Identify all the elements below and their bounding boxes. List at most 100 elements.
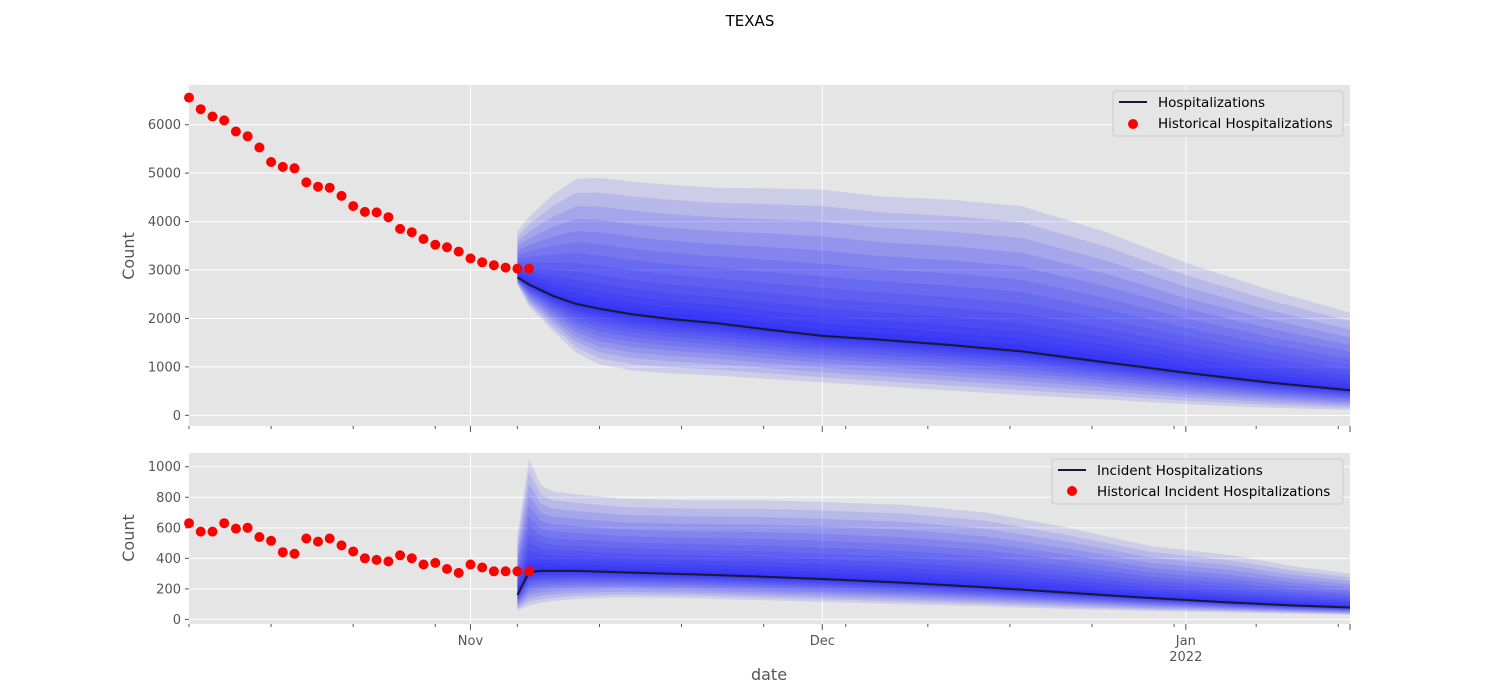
historical-point — [371, 554, 382, 565]
historical-point — [254, 142, 265, 153]
historical-point — [195, 104, 206, 115]
forecast-band — [517, 495, 1350, 613]
y-tick-label: 800 — [156, 491, 181, 506]
historical-point — [336, 540, 347, 551]
forecast-median-line — [516, 569, 1351, 609]
historical-points — [184, 518, 535, 578]
historical-point — [359, 206, 370, 217]
historical-point — [324, 182, 335, 193]
historical-point — [242, 522, 253, 533]
historical-point — [477, 562, 488, 573]
historical-point — [488, 566, 499, 577]
forecast-band — [517, 268, 1350, 394]
legend-entry: Historical Incident Hospitalizations — [1097, 484, 1330, 500]
legend-entry: Incident Hospitalizations — [1097, 463, 1263, 479]
historical-point — [301, 177, 312, 188]
x-ticks — [188, 426, 1351, 432]
forecast-band — [517, 556, 1350, 609]
forecast-band — [517, 192, 1350, 408]
historical-point — [430, 557, 441, 568]
y-tick-label: 0 — [173, 613, 181, 628]
y-tick-label: 2000 — [148, 312, 181, 327]
legend-entry: Hospitalizations — [1158, 95, 1265, 111]
historical-point — [383, 212, 394, 223]
historical-point — [348, 546, 359, 557]
legend-entry: Historical Hospitalizations — [1158, 116, 1333, 132]
historical-point — [242, 131, 253, 142]
forecast-band — [517, 231, 1350, 402]
historical-point — [313, 181, 323, 192]
historical-point — [418, 559, 429, 570]
forecast-band — [517, 275, 1350, 391]
historical-point — [406, 553, 417, 564]
x-tick-label: Jan — [1175, 634, 1196, 649]
historical-point — [406, 227, 417, 238]
x-tick-label: Nov — [458, 634, 484, 649]
historical-point — [266, 535, 277, 546]
historical-point — [395, 550, 406, 561]
historical-point — [359, 553, 370, 564]
forecast-median-line — [516, 276, 1351, 392]
y-tick-label: 600 — [156, 521, 181, 536]
y-tick-label: 6000 — [148, 118, 181, 133]
x-tick-sublabel: 2022 — [1169, 650, 1202, 665]
historical-point — [219, 115, 230, 126]
forecast-band — [517, 273, 1350, 392]
historical-point — [230, 523, 241, 534]
historical-point — [453, 567, 464, 578]
x-tick-label: Dec — [810, 634, 835, 649]
forecast-band — [517, 471, 1350, 614]
historical-point — [500, 262, 511, 273]
forecast-band — [517, 543, 1350, 610]
forecast-band — [517, 534, 1350, 610]
legend-box — [1112, 90, 1344, 137]
y-tick-label: 5000 — [148, 167, 181, 182]
historical-point — [442, 564, 452, 574]
y-tick-labels: 0 1000 2000 3000 4000 5000 6000 — [148, 118, 189, 424]
y-tick-label: 400 — [156, 552, 181, 567]
historical-point — [289, 548, 300, 559]
historical-point — [477, 257, 488, 268]
forecast-band — [517, 506, 1350, 612]
y-axis-label: Count — [119, 232, 138, 280]
median-line — [516, 569, 1351, 609]
historical-point — [500, 566, 511, 577]
forecast-band — [517, 178, 1350, 410]
historical-point — [195, 526, 206, 537]
forecast-band — [517, 516, 1350, 612]
legend-dot-marker — [1128, 119, 1138, 129]
historical-point — [512, 566, 523, 577]
historical-point — [465, 559, 476, 570]
y-axis-label: Count — [119, 514, 138, 562]
historical-point — [207, 111, 218, 122]
forecast-band — [517, 262, 1350, 397]
forecast-band — [517, 271, 1350, 393]
historical-point — [230, 126, 241, 137]
y-tick-label: 200 — [156, 582, 181, 597]
legend-box — [1051, 458, 1344, 505]
historical-point — [184, 518, 194, 529]
legend: Incident Hospitalizations Historical Inc… — [1051, 458, 1344, 505]
y-tick-label: 4000 — [148, 215, 181, 230]
forecast-band — [517, 550, 1350, 609]
historical-point — [348, 201, 359, 212]
historical-point — [395, 223, 406, 234]
historical-point — [313, 536, 323, 547]
historical-point — [277, 161, 288, 172]
forecast-band — [517, 265, 1350, 396]
y-tick-labels: 0 200 400 600 800 1000 — [148, 460, 189, 628]
y-tick-label: 1000 — [148, 460, 181, 475]
historical-point — [524, 566, 535, 577]
legend-dot-marker — [1067, 486, 1077, 496]
y-tick-label: 3000 — [148, 264, 181, 279]
historical-point — [301, 533, 312, 544]
historical-point — [254, 532, 265, 542]
historical-point — [207, 526, 218, 537]
historical-point — [277, 547, 288, 558]
historical-point — [512, 263, 523, 274]
historical-point — [266, 157, 277, 167]
x-axis-label: date — [751, 665, 787, 684]
hospitalizations-panel: 0 1000 2000 3000 4000 5000 6000 Count Hospital… — [119, 85, 1351, 432]
